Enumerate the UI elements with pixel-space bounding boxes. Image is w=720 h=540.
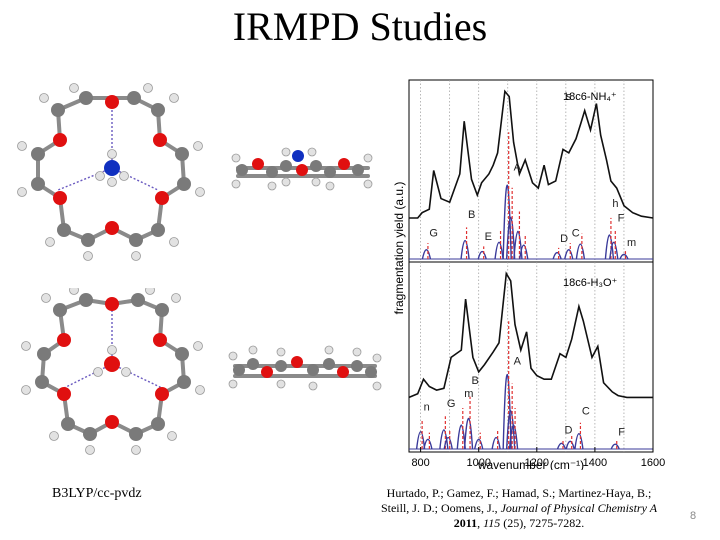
panel-label-nh4: 18c6-NH₄⁺	[563, 91, 617, 103]
slide-title: IRMPD Studies	[232, 4, 488, 49]
computed-band	[564, 249, 574, 260]
method-label: B3LYP/cc-pvdz	[52, 486, 142, 501]
molecule-side-top	[231, 147, 373, 191]
plot-frame	[408, 79, 654, 453]
molecule-ring-bottom	[21, 288, 205, 455]
computed-band	[477, 250, 487, 260]
panel-label-h3o: 18c6-H₃O⁺	[563, 277, 617, 289]
computed-band	[502, 184, 512, 260]
band-label-A: A	[514, 161, 522, 173]
computed-band	[505, 410, 516, 450]
computed-band	[519, 244, 529, 260]
citation-issue-pages: (25), 7275-7282.	[503, 516, 585, 530]
computed-band	[415, 431, 426, 450]
computed-band	[460, 239, 470, 260]
computed-band	[474, 438, 484, 450]
x-tick-label: 800	[411, 457, 429, 469]
computed-band	[491, 436, 501, 450]
band-label-F: F	[618, 213, 625, 225]
band-label-A: A	[514, 356, 522, 368]
computed-band	[565, 440, 575, 450]
citation-year: 2011	[453, 516, 478, 530]
citation-journal: Journal of Physical Chemistry A	[500, 501, 658, 515]
band-label-C: C	[572, 228, 580, 240]
computed-band	[505, 217, 516, 260]
y-axis-label: fragmentation yield (a.u.)	[392, 182, 406, 315]
computed-band	[610, 443, 620, 450]
computed-band	[609, 241, 619, 260]
experimental-spectrum-line	[409, 89, 654, 219]
x-tick-label: 1000	[466, 457, 490, 469]
citation-volume: 115	[483, 516, 501, 530]
citation: Hurtado, P.; Gamez, F.; Hamad, S.; Marti…	[380, 486, 658, 530]
computed-band	[439, 429, 449, 450]
x-tick-label: 1600	[641, 457, 665, 469]
band-label-B: B	[468, 209, 475, 221]
x-axis-label: wavenumber (cm⁻¹)	[477, 458, 584, 470]
band-label-E: E	[485, 231, 492, 243]
band-label-B: B	[472, 375, 479, 387]
band-label-C: C	[582, 405, 590, 417]
page-number: 8	[690, 510, 697, 522]
molecule-ring-top	[17, 83, 205, 261]
band-label-F: F	[618, 426, 625, 438]
computed-band	[443, 436, 453, 450]
band-label-G: G	[447, 398, 456, 410]
band-label-s: s	[566, 91, 572, 103]
band-label-D: D	[560, 233, 568, 245]
band-label-n: n	[424, 402, 430, 414]
experimental-spectrum-line	[408, 271, 653, 399]
x-axis-ticks: 800 1000 1200 1400 1600	[411, 447, 665, 469]
computed-band	[604, 234, 615, 260]
computed-band	[502, 374, 512, 450]
computed-band	[494, 241, 504, 260]
computed-band	[421, 249, 432, 260]
panel-h3o: n GmB A DC F	[408, 271, 653, 450]
band-label-m: m	[627, 237, 636, 249]
computed-band	[556, 442, 567, 450]
grid-lines	[420, 80, 625, 452]
computed-band	[463, 417, 474, 450]
computed-band	[423, 438, 433, 450]
band-label-G: G	[429, 228, 438, 240]
computed-band	[574, 433, 584, 450]
citation-authors: Hurtado, P.; Gamez, F.; Hamad, S.; Marti…	[380, 486, 652, 515]
computed-band	[508, 424, 519, 450]
computed-band	[552, 251, 562, 260]
computed-band	[619, 253, 629, 260]
x-tick-label: 1400	[583, 457, 607, 469]
computed-band	[575, 243, 586, 260]
molecule-side-bottom	[228, 345, 382, 391]
computed-band	[456, 424, 466, 450]
band-label-h: h	[612, 198, 618, 210]
band-label-D: D	[565, 425, 573, 437]
band-label-m: m	[464, 388, 473, 400]
x-tick-label: 1200	[525, 457, 549, 469]
